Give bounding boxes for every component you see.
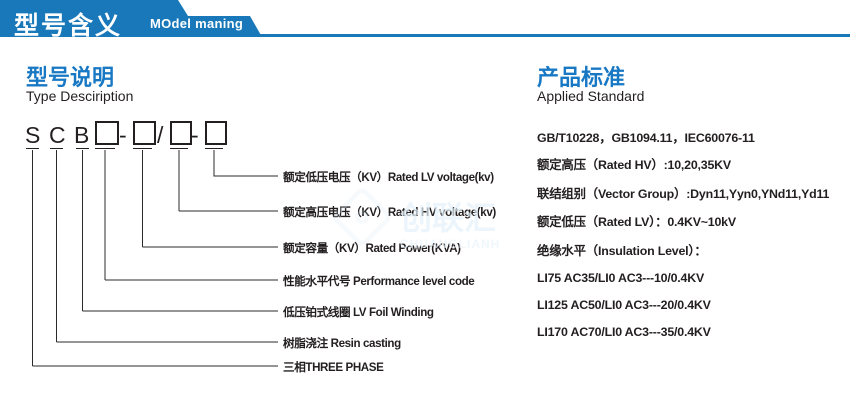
svg-text:创联汇: 创联汇 [399,200,496,236]
svg-text:CHUANGLIANHUI: CHUANGLIANHUI [400,237,500,251]
